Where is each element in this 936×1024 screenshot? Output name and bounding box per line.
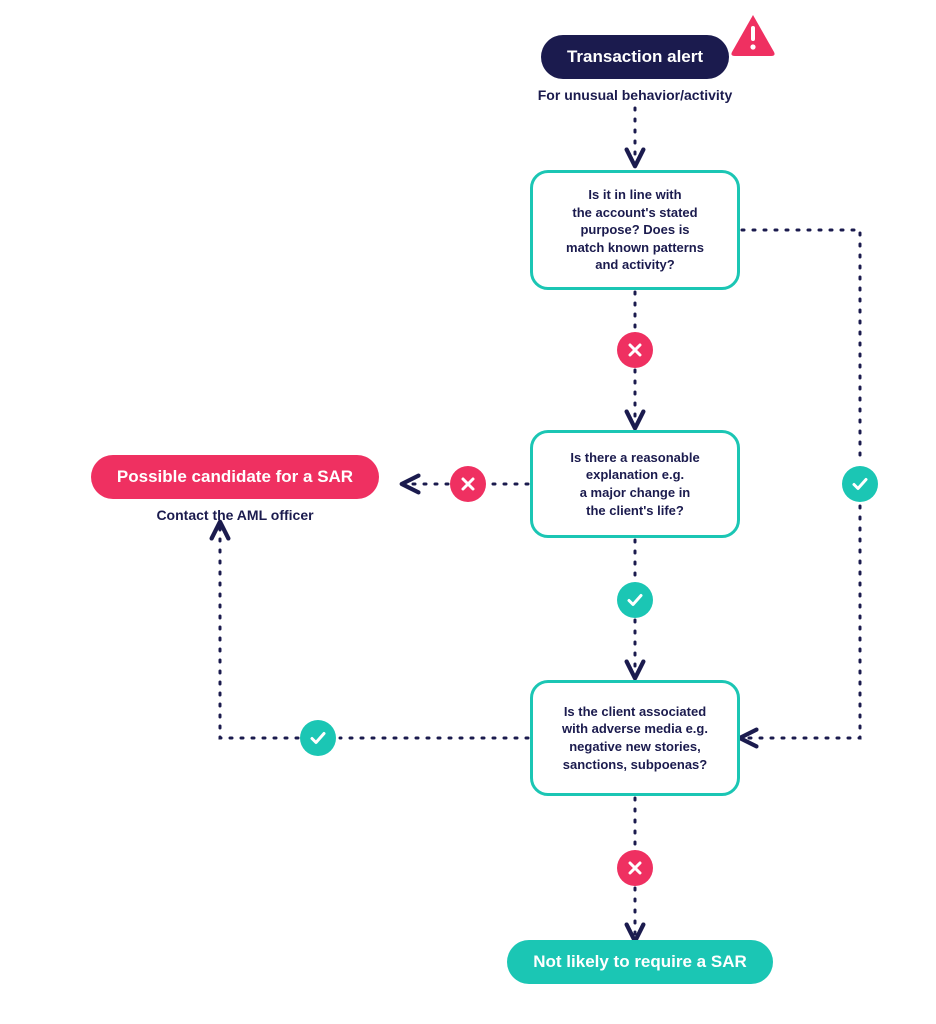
sar-candidate-subtext: Contact the AML officer bbox=[70, 507, 400, 523]
connector-q1-right bbox=[742, 230, 860, 462]
decision-q3-text: Is the client associated with adverse me… bbox=[562, 703, 708, 773]
check-icon bbox=[842, 466, 878, 502]
transaction-alert-label: Transaction alert bbox=[567, 47, 703, 66]
x-icon bbox=[617, 850, 653, 886]
check-icon bbox=[300, 720, 336, 756]
decision-q1-text: Is it in line with the account's stated … bbox=[566, 186, 704, 274]
decision-q2: Is there a reasonable explanation e.g. a… bbox=[530, 430, 740, 538]
warning-icon bbox=[730, 12, 776, 63]
x-icon bbox=[617, 332, 653, 368]
flowchart-canvas: Transaction alert For unusual behavior/a… bbox=[0, 0, 936, 1024]
decision-q3: Is the client associated with adverse me… bbox=[530, 680, 740, 796]
transaction-alert-subtext: For unusual behavior/activity bbox=[510, 87, 760, 103]
not-sar-label: Not likely to require a SAR bbox=[533, 952, 747, 971]
decision-q2-text: Is there a reasonable explanation e.g. a… bbox=[570, 449, 699, 519]
sar-candidate-label: Possible candidate for a SAR bbox=[117, 467, 353, 486]
check-icon bbox=[617, 582, 653, 618]
x-icon bbox=[450, 466, 486, 502]
transaction-alert-node: Transaction alert For unusual behavior/a… bbox=[510, 35, 760, 103]
not-sar-pill: Not likely to require a SAR bbox=[507, 940, 773, 984]
not-sar-node: Not likely to require a SAR bbox=[490, 940, 790, 984]
decision-q1: Is it in line with the account's stated … bbox=[530, 170, 740, 290]
sar-candidate-pill: Possible candidate for a SAR bbox=[91, 455, 379, 499]
sar-candidate-node: Possible candidate for a SAR Contact the… bbox=[70, 455, 400, 523]
transaction-alert-pill: Transaction alert bbox=[541, 35, 729, 79]
connector-right-to-q3 bbox=[746, 506, 860, 738]
connector-q3-left-b bbox=[220, 528, 298, 738]
